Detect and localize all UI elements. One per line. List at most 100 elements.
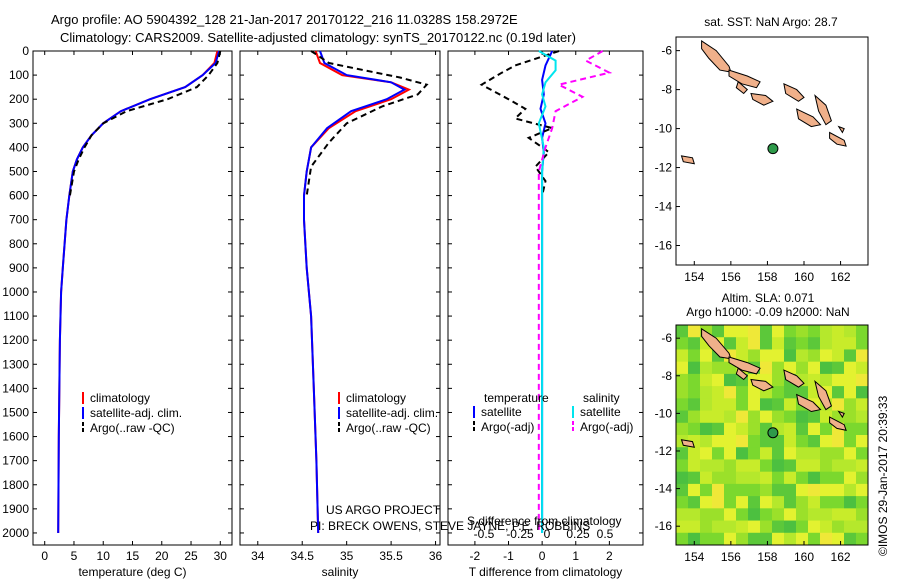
map_sla-heat-cell	[856, 349, 869, 363]
map_sla-heat-cell	[724, 508, 737, 522]
depth-tick-label: 2000	[2, 526, 29, 540]
map_sla-island	[750, 378, 774, 392]
map_sla-heat-cell	[784, 435, 797, 448]
map_sla-heat-cell	[820, 337, 833, 350]
map_sla-heat-cell	[700, 386, 713, 399]
map_sla-heat-cell	[736, 349, 749, 363]
temperature-legend-label: climatology	[90, 391, 150, 405]
map_sla-heat-cell	[724, 532, 737, 546]
map_sst-island	[728, 69, 761, 89]
map_sla-heat-cell	[832, 349, 845, 363]
map_sla-heat-cell	[688, 325, 701, 338]
map_sla-heat-cell	[700, 471, 713, 485]
difference-legend-label: satellite	[580, 405, 621, 419]
map_sla-heat-cell	[844, 508, 857, 522]
salinity-xtick-label: 34	[251, 549, 265, 563]
map_sst-ytick-label: -16	[655, 239, 673, 253]
map_sla-heat-cell	[772, 447, 785, 460]
temperature-xtick-label: 30	[214, 549, 228, 563]
map_sla-heat-cell	[796, 532, 809, 546]
map_sla-heat-cell	[736, 325, 749, 338]
map_sla-heat-cell	[736, 520, 749, 534]
map_sla-heat-cell	[784, 532, 797, 546]
map_sla-heat-cell	[736, 422, 749, 436]
map_sla-heat-cell	[688, 459, 701, 473]
map_sla-heat-cell	[856, 386, 869, 399]
temperature-series-climatology	[57, 50, 219, 534]
map_sla-heat-cell	[748, 447, 761, 460]
map_sla-heat-cell	[844, 373, 857, 387]
map_sla-heat-cell	[760, 483, 773, 497]
map_sla-heat-cell	[676, 361, 689, 375]
map_sla-heat-cell	[772, 325, 785, 338]
salinity-xtick-label: 36	[429, 549, 443, 563]
depth-tick-label: 0	[22, 44, 29, 58]
map_sla-heat-cell	[688, 471, 701, 485]
map_sla-heat-cell	[724, 373, 737, 387]
map_sla-heat-cell	[820, 532, 833, 546]
depth-tick-label: 1900	[2, 502, 29, 516]
salinity-legend-label: Argo(..raw -QC)	[346, 421, 431, 435]
map_sla-heat-cell	[760, 435, 773, 448]
depth-tick-label: 1700	[2, 454, 29, 468]
map_sla-heat-cell	[676, 508, 689, 522]
map_sla-heat-cell	[676, 386, 689, 399]
map_sla-heat-cell	[832, 435, 845, 448]
map_sla-heat-cell	[724, 459, 737, 473]
salinity-series-argo-raw-qc-	[305, 50, 429, 196]
depth-tick-label: 700	[9, 213, 29, 227]
map_sla-heat-cell	[712, 361, 725, 375]
map_sla-heat-cell	[808, 483, 821, 497]
map_sla-heat-cell	[748, 532, 761, 546]
map_sla-heat-cell	[820, 471, 833, 485]
map_sla-heat-cell	[676, 532, 689, 546]
map_sst-island	[814, 94, 832, 126]
depth-tick-label: 1400	[2, 381, 29, 395]
map_sst-ytick-label: -6	[661, 44, 672, 58]
map_sla-heat-cell	[712, 422, 725, 436]
map_sla-heat-cell	[688, 361, 701, 375]
map_sla-heat-cell	[796, 471, 809, 485]
map_sla-heat-cell	[712, 447, 725, 460]
map_sla-heat-cell	[808, 459, 821, 473]
map_sla-heat-cell	[760, 325, 773, 338]
map_sst-ytick-label: -10	[655, 122, 673, 136]
timestamp-stamp: ©IMOS 29-Jan-2017 20:39:33	[876, 395, 890, 556]
map_sla-heat-cell	[784, 471, 797, 485]
map_sla-heat-cell	[784, 483, 797, 497]
map_sla-heat-cell	[712, 520, 725, 534]
map_sla-xtick-label: 160	[794, 550, 814, 564]
map_sla-heat-cell	[856, 447, 869, 460]
map_sst-island	[750, 92, 774, 106]
map_sla-heat-cell	[820, 325, 833, 338]
map_sla-heat-cell	[844, 471, 857, 485]
map_sla-heat-cell	[820, 373, 833, 387]
map_sla-heat-cell	[808, 325, 821, 338]
map_sst-island	[796, 108, 822, 128]
map_sla-heat-cell	[784, 398, 797, 412]
temperature-legend-label: Argo(..raw -QC)	[90, 421, 175, 435]
map_sla-heat-cell	[676, 398, 689, 412]
map_sla-heat-cell	[772, 373, 785, 387]
depth-tick-label: 800	[9, 237, 29, 251]
map_sla-heat-cell	[796, 459, 809, 473]
map_sla-heat-cell	[760, 410, 773, 424]
map_sla-xtick-label: 154	[684, 550, 704, 564]
map_sla-heat-cell	[856, 410, 869, 424]
map_sla-heat-cell	[808, 435, 821, 448]
map_sla-heat-cell	[808, 422, 821, 436]
difference-legend-label: Argo(-adj)	[580, 420, 633, 434]
map_sla-xtick-label: 158	[757, 550, 777, 564]
map_sla-heat-cell	[712, 325, 725, 338]
map_sla-heat-cell	[748, 349, 761, 363]
map_sla-heat-cell	[808, 532, 821, 546]
map_sla-heat-cell	[700, 398, 713, 412]
map_sla-heat-cell	[820, 447, 833, 460]
map_sla-heat-cell	[784, 447, 797, 460]
map_sla-heat-cell	[796, 435, 809, 448]
map_sla-heat-cell	[772, 398, 785, 412]
difference-xlabel: T difference from climatology	[469, 565, 623, 579]
map_sla-heat-cell	[856, 532, 869, 546]
map_sla-heat-cell	[784, 349, 797, 363]
